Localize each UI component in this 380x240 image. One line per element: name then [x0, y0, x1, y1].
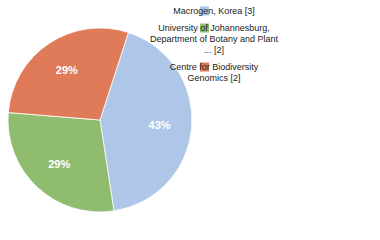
svg-text:43%: 43% — [149, 119, 171, 131]
svg-text:Macrogen, Korea [3]: Macrogen, Korea [3] — [173, 6, 255, 16]
svg-text:Centre for BiodiversityGenomic: Centre for BiodiversityGenomics [2] — [170, 62, 259, 83]
svg-text:29%: 29% — [48, 158, 70, 170]
svg-text:29%: 29% — [56, 64, 78, 76]
svg-text:University of Johannesburg,Dep: University of Johannesburg,Department of… — [150, 23, 279, 55]
